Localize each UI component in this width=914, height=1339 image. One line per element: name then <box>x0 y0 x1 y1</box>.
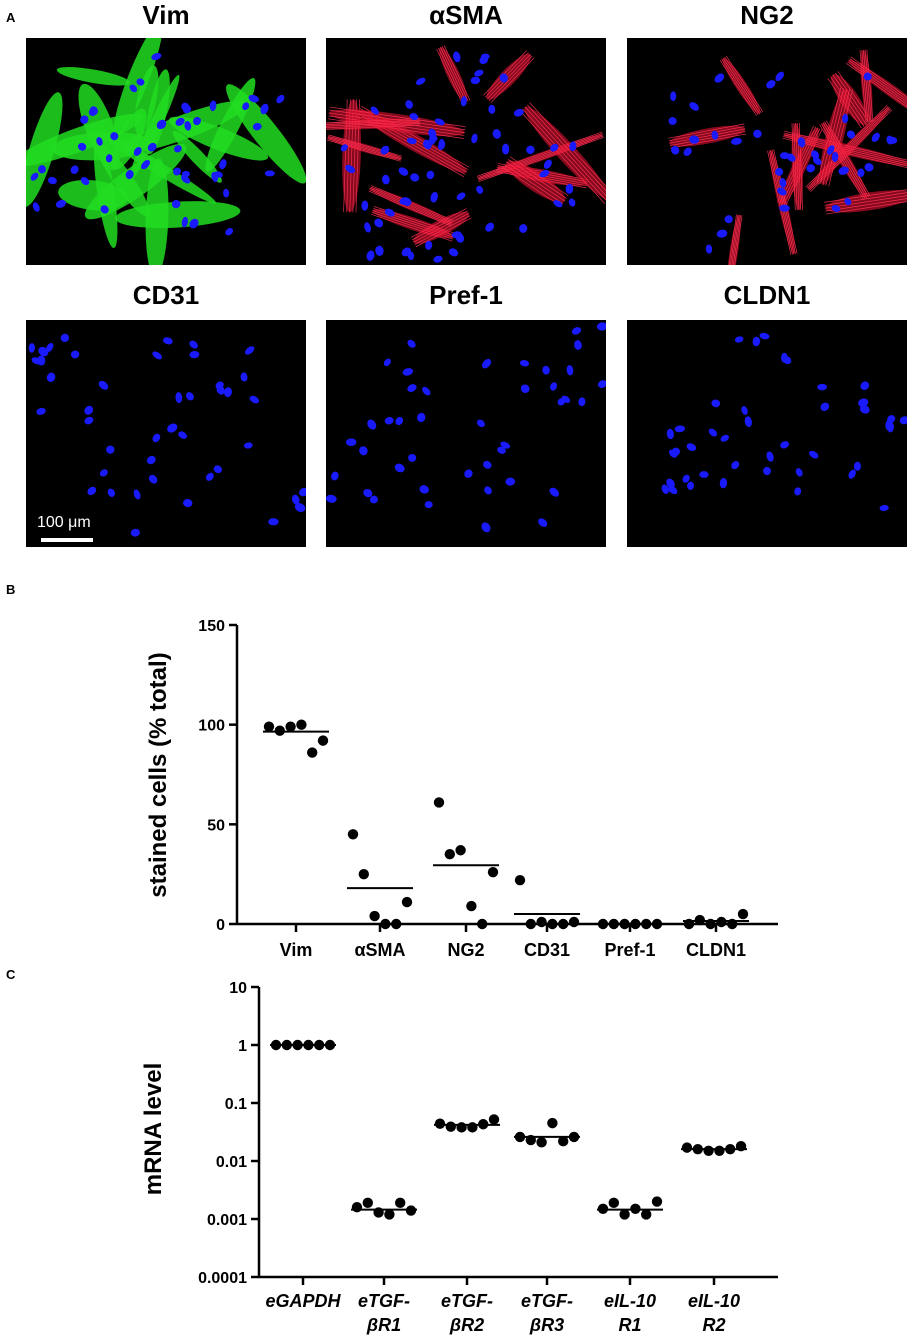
micrograph-ng2 <box>627 38 907 265</box>
data-point <box>401 896 413 908</box>
micrograph-cldn1-art <box>661 332 907 512</box>
data-point <box>525 918 536 930</box>
x-tick-label: Pref-1 <box>604 940 655 960</box>
data-point <box>737 908 749 920</box>
data-point <box>558 1135 569 1147</box>
y-tick-label: 0.1 <box>225 1096 247 1113</box>
panel-label-c: C <box>6 967 16 982</box>
micrograph-ng2-art <box>668 49 907 265</box>
micrograph-vim <box>26 38 306 265</box>
data-point <box>351 1201 363 1213</box>
data-point <box>703 1145 714 1156</box>
data-point <box>608 1197 619 1209</box>
data-point <box>536 1137 547 1148</box>
data-point <box>317 735 329 746</box>
data-point <box>384 1209 395 1220</box>
image-title-asma: αSMA <box>429 0 503 30</box>
data-point <box>681 1142 693 1153</box>
x-tick-label: eGAPDH <box>265 1291 341 1311</box>
micrograph-cd31 <box>26 320 306 547</box>
y-tick-label: 0 <box>216 917 225 934</box>
micrograph-cd31-art <box>28 333 306 537</box>
x-tick-label: eIL-10 <box>604 1291 656 1311</box>
data-point <box>444 849 455 860</box>
data-point <box>547 1117 558 1129</box>
data-point <box>456 1122 467 1133</box>
data-point <box>487 866 499 878</box>
image-title-ng2: NG2 <box>740 0 794 30</box>
data-point <box>547 918 558 930</box>
data-point <box>434 1118 446 1129</box>
micrograph-asma-art <box>326 45 606 263</box>
micrograph-vim-art <box>26 38 306 265</box>
data-point <box>285 721 296 732</box>
data-point <box>714 1145 725 1156</box>
scale-bar <box>41 538 93 542</box>
data-point <box>558 918 569 930</box>
y-tick-label: 1 <box>238 1038 247 1055</box>
data-point <box>536 916 547 928</box>
data-point <box>347 829 359 840</box>
data-point <box>477 918 488 930</box>
data-point <box>619 1209 630 1220</box>
y-tick-label: 0.001 <box>207 1212 247 1229</box>
x-tick-label: αSMA <box>354 940 405 960</box>
data-point <box>307 747 318 758</box>
x-tick-label-line2: R2 <box>702 1315 725 1335</box>
data-point <box>380 918 391 930</box>
image-title-cldn1: CLDN1 <box>723 280 811 310</box>
axes: 0.0001 0.001 0.01 0.1 1 10 eGAPDH eTGF-βR1 eTGF-… <box>198 980 778 1335</box>
y-axis-title: mRNA level <box>140 1063 167 1196</box>
micrograph-pref1-art <box>326 322 606 533</box>
x-tick-label-line2: βR2 <box>449 1315 484 1335</box>
y-axis-title: stained cells (% total) <box>145 652 172 897</box>
data-point <box>568 916 580 928</box>
data-point <box>455 845 466 856</box>
y-tick-label: 150 <box>198 618 225 635</box>
data-point <box>369 910 380 922</box>
data-point <box>263 721 275 732</box>
scale-bar-label: 100 μm <box>37 514 91 531</box>
image-title-cd31: CD31 <box>132 280 200 310</box>
data-point <box>395 1197 406 1209</box>
data-point <box>362 1197 373 1209</box>
data-point <box>651 1196 663 1207</box>
micrograph-pref1 <box>326 320 606 547</box>
image-title-vim: Vim <box>142 0 190 30</box>
x-tick-label: Vim <box>280 940 313 960</box>
x-tick-label-line2: R1 <box>618 1315 641 1335</box>
x-tick-label: CD31 <box>524 940 570 960</box>
y-tick-label: 0.0001 <box>198 1270 247 1287</box>
x-tick-label: NG2 <box>447 940 484 960</box>
data-point <box>467 1122 478 1133</box>
data-point <box>641 1209 652 1220</box>
data-point <box>358 868 369 880</box>
micrograph-cldn1 <box>627 320 907 547</box>
chart-stained-cells: 0 50 100 150 Vim αSMA NG2 CD31 Pref-1 CLDN1 staine… <box>145 618 778 960</box>
data-point <box>488 1114 500 1125</box>
x-tick-label-line2: βR1 <box>366 1315 401 1335</box>
x-tick-label: eIL-10 <box>688 1291 740 1311</box>
x-tick-label: eTGF- <box>521 1291 573 1311</box>
x-tick-label-line2: βR3 <box>529 1315 564 1335</box>
panel-label-b: B <box>6 582 16 597</box>
panel-label-a: A <box>6 10 16 25</box>
micrograph-asma <box>326 38 606 265</box>
x-tick-label: CLDN1 <box>686 940 746 960</box>
y-tick-label: 50 <box>207 817 225 834</box>
y-tick-label: 10 <box>229 980 247 997</box>
chart-mrna-level: 0.0001 0.001 0.01 0.1 1 10 eGAPDH eTGF-βR1 eTGF-… <box>140 980 778 1335</box>
data-point <box>296 719 307 730</box>
x-tick-label: eTGF- <box>441 1291 493 1311</box>
image-title-pref1: Pref-1 <box>429 280 503 310</box>
data-point <box>445 1121 456 1132</box>
x-tick-label: eTGF- <box>358 1291 410 1311</box>
data-point <box>466 900 477 912</box>
data-point <box>391 918 402 930</box>
data-point <box>433 797 445 808</box>
axes: 0 50 100 150 Vim αSMA NG2 CD31 Pref-1 CLDN1 <box>198 618 778 960</box>
y-tick-label: 0.01 <box>216 1154 247 1171</box>
y-tick-label: 100 <box>198 718 225 735</box>
data-point <box>514 874 526 886</box>
